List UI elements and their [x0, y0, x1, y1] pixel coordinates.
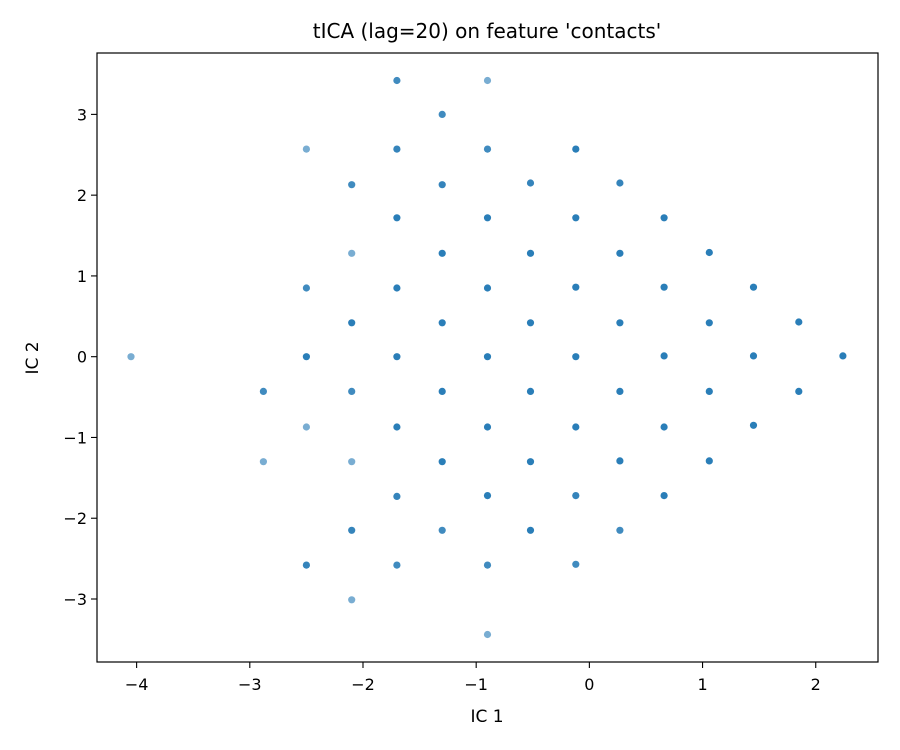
data-point-60	[483, 492, 492, 500]
data-point-45	[705, 387, 713, 395]
y-tick-label: −3	[63, 590, 87, 609]
data-point-53	[259, 458, 267, 466]
data-point-67	[302, 561, 310, 569]
chart-title: tICA (lag=20) on feature 'contacts'	[313, 19, 662, 43]
x-tick-label: −2	[351, 675, 375, 694]
data-point-68	[393, 561, 401, 569]
data-point-29	[616, 319, 624, 327]
data-point-71	[348, 596, 356, 604]
data-point-59	[393, 492, 401, 500]
data-point-23	[572, 283, 580, 291]
x-tick-label: −1	[464, 675, 488, 694]
x-tick-label: 0	[584, 675, 594, 694]
data-point-20	[302, 284, 310, 292]
x-tick-label: 2	[811, 675, 821, 694]
data-point-30	[705, 319, 713, 327]
data-point-38	[749, 352, 758, 360]
data-points	[127, 76, 847, 639]
data-point-10	[616, 179, 624, 187]
y-tick-label: 2	[77, 186, 87, 205]
data-point-39	[839, 352, 847, 360]
data-point-3	[302, 145, 310, 153]
x-tick-label: −3	[238, 675, 262, 694]
data-point-6	[572, 145, 580, 153]
data-point-66	[616, 526, 624, 534]
x-tick-label: 1	[697, 675, 707, 694]
data-point-49	[483, 423, 492, 431]
data-point-51	[660, 423, 668, 431]
data-point-41	[348, 387, 356, 395]
data-point-21	[393, 284, 401, 292]
data-point-16	[438, 249, 446, 257]
data-point-40	[259, 387, 267, 395]
data-point-55	[438, 458, 446, 466]
data-point-69	[483, 561, 492, 569]
data-point-35	[483, 353, 492, 361]
data-point-11	[393, 214, 401, 222]
data-point-13	[572, 214, 580, 222]
plot-area-frame	[96, 52, 879, 663]
data-point-48	[393, 423, 401, 431]
data-point-65	[526, 526, 535, 534]
data-point-5	[483, 145, 492, 153]
y-tick-label: −2	[63, 509, 87, 528]
x-tick-label: −4	[125, 675, 149, 694]
data-point-25	[749, 283, 758, 291]
data-point-62	[660, 492, 668, 500]
data-point-61	[572, 492, 580, 500]
data-point-42	[438, 387, 446, 395]
x-axis-ticks: −4 −3 −2 −1 0 1 2	[125, 662, 821, 694]
data-point-72	[483, 630, 492, 639]
y-axis-label: IC 2	[23, 341, 43, 374]
data-point-31	[795, 318, 803, 326]
data-point-28	[526, 319, 535, 327]
data-point-58	[705, 457, 713, 465]
data-point-50	[572, 423, 580, 431]
data-point-54	[348, 458, 356, 466]
data-point-70	[572, 560, 580, 568]
y-tick-label: 0	[77, 348, 87, 367]
data-point-44	[616, 387, 624, 395]
data-point-34	[393, 353, 401, 361]
data-point-8	[438, 181, 446, 189]
y-axis-ticks: −3 −2 −1 0 1 2 3	[63, 105, 97, 609]
data-point-57	[616, 457, 624, 465]
data-point-63	[348, 526, 356, 534]
y-tick-label: 3	[77, 105, 87, 124]
data-point-7	[348, 181, 356, 189]
data-point-36	[572, 353, 580, 361]
data-point-1	[483, 76, 492, 85]
data-point-14	[660, 214, 668, 222]
data-point-32	[127, 353, 135, 361]
y-tick-label: 1	[77, 267, 87, 286]
x-axis-label: IC 1	[470, 707, 503, 727]
data-point-52	[749, 421, 758, 429]
data-point-24	[660, 283, 668, 291]
data-point-12	[483, 214, 492, 222]
data-point-2	[438, 110, 446, 118]
data-point-15	[348, 249, 356, 257]
data-point-27	[438, 319, 446, 327]
data-point-22	[483, 284, 492, 292]
data-point-64	[438, 526, 446, 534]
data-point-46	[795, 387, 803, 395]
data-point-18	[616, 249, 624, 257]
data-point-33	[302, 353, 310, 361]
data-point-43	[526, 387, 535, 395]
data-point-26	[348, 319, 356, 327]
data-point-17	[526, 249, 535, 257]
data-point-4	[393, 145, 401, 153]
data-point-37	[660, 352, 668, 360]
data-point-0	[393, 76, 401, 85]
y-tick-label: −1	[63, 428, 87, 447]
data-point-19	[705, 248, 713, 257]
data-point-9	[526, 179, 535, 187]
data-point-47	[302, 423, 310, 431]
data-point-56	[526, 458, 535, 466]
